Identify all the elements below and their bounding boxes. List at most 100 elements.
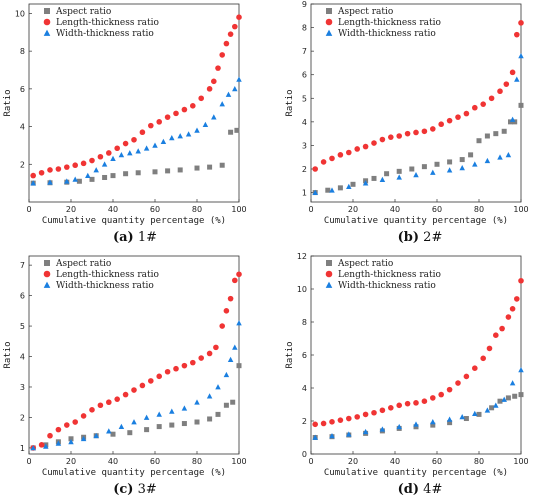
data-point xyxy=(379,407,386,414)
data-point xyxy=(114,145,120,152)
data-point xyxy=(122,140,129,147)
data-point xyxy=(131,136,137,143)
data-point xyxy=(337,185,343,191)
data-point xyxy=(64,164,70,170)
data-point xyxy=(181,405,188,411)
x-tick-label: 40 xyxy=(108,457,118,466)
data-point xyxy=(388,405,394,411)
data-point xyxy=(152,169,158,175)
data-point xyxy=(106,150,112,156)
legend-marker xyxy=(43,281,51,288)
panel-caption: (d) 4# xyxy=(398,482,443,497)
data-point xyxy=(346,183,352,190)
data-point xyxy=(337,417,344,423)
y-tick-label: 4 xyxy=(20,353,25,362)
data-point xyxy=(135,148,141,154)
data-point xyxy=(455,380,461,386)
series-triangle xyxy=(30,320,242,451)
y-axis-title: Ratio xyxy=(285,341,295,368)
data-point xyxy=(144,427,150,433)
data-point xyxy=(55,426,62,433)
data-point xyxy=(484,407,491,413)
data-point xyxy=(459,164,465,171)
caption-letter: (a) xyxy=(113,230,134,245)
data-point xyxy=(72,162,78,169)
data-point xyxy=(207,164,213,170)
data-point xyxy=(219,52,225,58)
data-point xyxy=(72,419,78,425)
data-point xyxy=(110,155,116,162)
data-point xyxy=(236,320,242,326)
data-point xyxy=(518,20,524,26)
data-point xyxy=(505,151,512,158)
data-point xyxy=(122,391,129,398)
data-point xyxy=(455,114,461,120)
legend-marker xyxy=(44,8,50,14)
data-point xyxy=(232,85,238,92)
y-tick-label: 2 xyxy=(302,165,307,174)
data-point xyxy=(236,76,242,82)
series-circle xyxy=(312,20,524,172)
data-point xyxy=(434,161,440,167)
data-point xyxy=(396,133,403,139)
y-axis-title: Ratio xyxy=(285,89,295,116)
y-tick-label: 3 xyxy=(302,141,307,150)
data-point xyxy=(223,308,230,314)
data-point xyxy=(463,110,470,117)
data-point xyxy=(148,378,154,384)
data-point xyxy=(38,169,45,176)
data-point xyxy=(371,175,377,181)
data-point xyxy=(227,356,234,362)
data-point xyxy=(409,166,415,172)
data-point xyxy=(181,106,188,113)
data-point xyxy=(232,277,238,284)
data-point xyxy=(47,432,53,439)
data-point xyxy=(518,366,524,373)
data-point xyxy=(514,76,520,82)
data-point xyxy=(97,402,104,409)
data-point xyxy=(337,152,344,158)
data-point xyxy=(215,411,221,417)
x-tick-label: 100 xyxy=(513,457,528,466)
data-point xyxy=(509,69,516,76)
legend-marker xyxy=(325,270,333,278)
data-point xyxy=(480,355,487,362)
y-tick-label: 3 xyxy=(20,383,25,392)
data-point xyxy=(164,114,171,120)
data-point xyxy=(64,422,70,428)
data-point xyxy=(135,170,141,176)
data-point xyxy=(329,187,335,193)
caption-label: 4# xyxy=(419,482,442,497)
caption-label: 3# xyxy=(133,482,156,497)
data-point xyxy=(156,119,162,125)
data-point xyxy=(97,153,104,160)
data-point xyxy=(320,420,327,427)
data-point xyxy=(476,411,482,417)
data-point xyxy=(362,143,369,150)
data-point xyxy=(152,142,158,148)
data-point xyxy=(501,396,507,402)
data-point xyxy=(350,181,356,187)
caption-label: 2# xyxy=(419,230,442,245)
data-point xyxy=(329,155,335,162)
y-tick-label: 10 xyxy=(15,9,25,18)
data-point xyxy=(213,344,219,351)
data-point xyxy=(177,167,183,173)
x-tick-label: 20 xyxy=(348,205,358,214)
series-square xyxy=(312,392,524,440)
data-point xyxy=(446,167,453,173)
y-tick-label: 8 xyxy=(20,47,25,56)
y-tick-label: 1 xyxy=(302,189,307,198)
legend-marker xyxy=(43,29,51,36)
plot-frame xyxy=(28,255,240,455)
data-point xyxy=(518,52,524,59)
data-point xyxy=(396,174,402,180)
data-point xyxy=(102,174,108,180)
data-point xyxy=(236,14,242,20)
legend-label: Width-thickness ratio xyxy=(56,29,154,39)
data-point xyxy=(396,423,402,430)
legend-label: Length-thickness ratio xyxy=(56,18,159,28)
